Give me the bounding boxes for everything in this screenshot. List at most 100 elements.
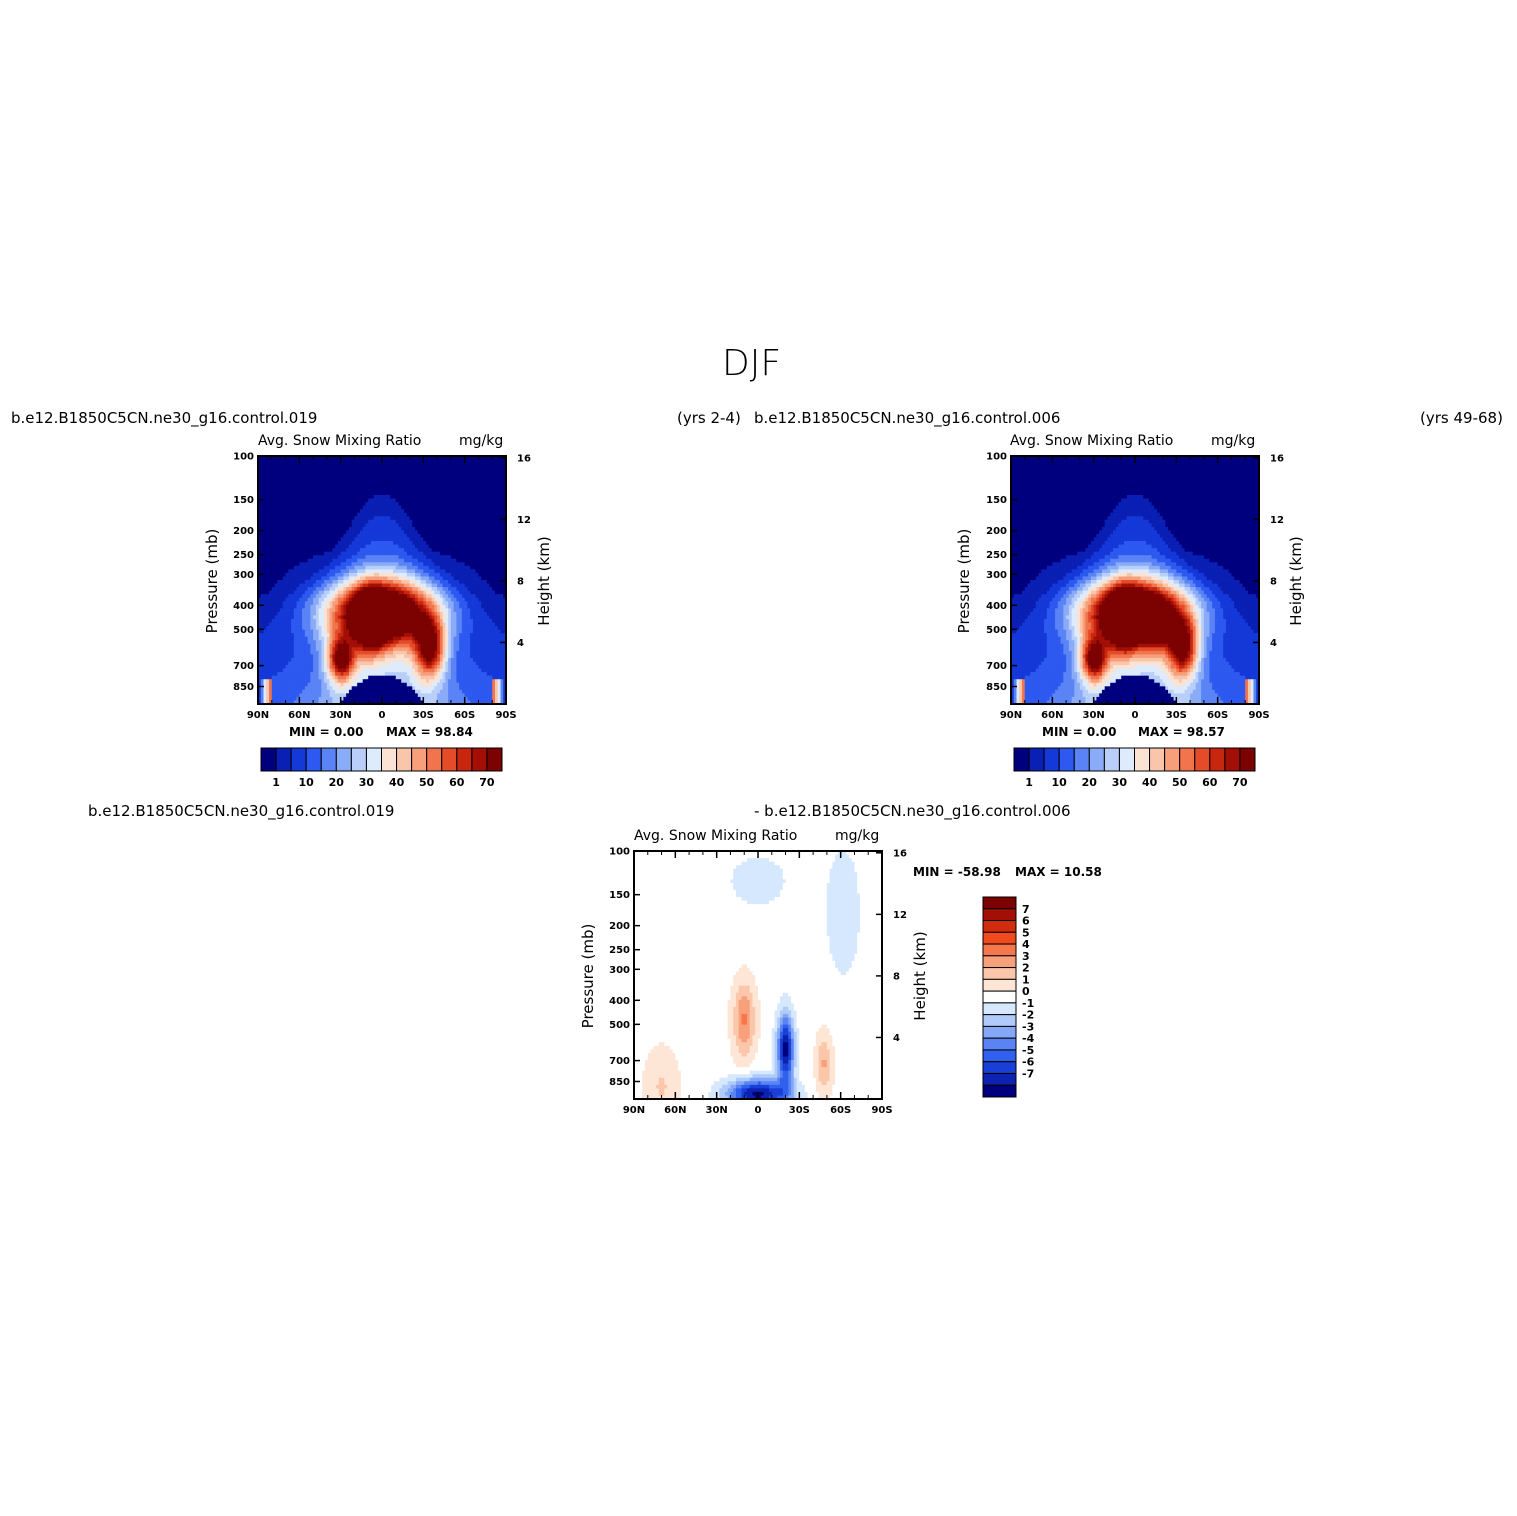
panel1-colorbar-box bbox=[320, 747, 337, 772]
panel2-y2tick-label: 12 bbox=[1270, 515, 1284, 526]
panel2-xtick-label: 30S bbox=[1166, 710, 1187, 721]
panel2-colorbar-box bbox=[1118, 747, 1135, 772]
panel3-colorbar-box bbox=[982, 1025, 1017, 1039]
panel3-colorbar-box bbox=[982, 1049, 1017, 1063]
panel3-colorbar-label: -4 bbox=[1022, 1032, 1035, 1045]
panel2-colorbar-box bbox=[1013, 747, 1030, 772]
panel3-colorbar-box bbox=[982, 1014, 1017, 1027]
panel1-colorbar-label: 30 bbox=[359, 776, 375, 789]
panel3-y2label: Height (km) bbox=[911, 931, 929, 1021]
panel1-ytick-label: 200 bbox=[233, 526, 254, 537]
panel3-colorbar-box bbox=[982, 1084, 1017, 1098]
panel1-ytick-label: 850 bbox=[233, 682, 254, 693]
panel1-y2tick-label: 4 bbox=[517, 638, 524, 649]
panel1-ytick-label: 300 bbox=[233, 570, 254, 581]
panel3-colorbar-label: -1 bbox=[1022, 997, 1034, 1010]
panel1-y2tick-label: 16 bbox=[517, 453, 531, 464]
panel1-max-text: MAX = 98.84 bbox=[386, 725, 473, 739]
panel3-y2tick-label: 8 bbox=[893, 971, 900, 982]
panel2-colorbar-box bbox=[1149, 747, 1166, 772]
panel2-max-text: MAX = 98.57 bbox=[1138, 725, 1225, 739]
panel1-colorbar-label: 20 bbox=[329, 776, 345, 789]
heatmap-cells bbox=[258, 456, 507, 705]
panel2-y2tick-label: 8 bbox=[1270, 576, 1277, 587]
panel2-colorbar-label: 60 bbox=[1202, 776, 1218, 789]
panel1-right-title: mg/kg bbox=[459, 433, 504, 449]
panel2-xtick-label: 30N bbox=[1083, 710, 1105, 721]
panel2-case-name: b.e12.B1850C5CN.ne30_g16.control.006 bbox=[754, 409, 1061, 427]
panel3-colorbar-label: 3 bbox=[1022, 950, 1030, 963]
panel3-colorbar-box bbox=[982, 908, 1017, 922]
panel1-colorbar-box bbox=[471, 747, 488, 772]
panel2-xtick-label: 90S bbox=[1248, 710, 1269, 721]
panel1-ytick-label: 400 bbox=[233, 601, 254, 612]
panel3-colorbar-label: 0 bbox=[1022, 985, 1030, 998]
panel2-colorbar-label: 20 bbox=[1082, 776, 1098, 789]
panel2-xtick-label: 60N bbox=[1041, 710, 1063, 721]
panel2-ytick-label: 100 bbox=[986, 452, 1007, 463]
panel1-xtick-label: 90N bbox=[247, 710, 269, 721]
panel3-min-text: MIN = -58.98 bbox=[913, 865, 1001, 879]
panel2-ytick-label: 300 bbox=[986, 570, 1007, 581]
panel2-ylabel: Pressure (mb) bbox=[955, 528, 973, 634]
panel2-xtick-label: 90N bbox=[1000, 710, 1022, 721]
panel2-ytick-label: 850 bbox=[986, 682, 1007, 693]
panel2-colorbar-box bbox=[1028, 747, 1045, 772]
panel3-colorbar-box bbox=[982, 896, 1017, 910]
panel1-colorbar-box bbox=[411, 747, 428, 772]
panel3-xtick-label: 30S bbox=[789, 1105, 810, 1116]
panel1-colorbar-box bbox=[441, 747, 458, 772]
panel2-ytick-label: 150 bbox=[986, 495, 1007, 506]
panel2-colorbar-box bbox=[1088, 747, 1105, 772]
panel3-max-text: MAX = 10.58 bbox=[1015, 865, 1102, 879]
panel3-ytick-label: 100 bbox=[609, 847, 630, 858]
heatmap-cells bbox=[634, 851, 883, 1100]
panel3-colorbar-label: -3 bbox=[1022, 1020, 1034, 1033]
panel3-case-name-2: - b.e12.B1850C5CN.ne30_g16.control.006 bbox=[754, 802, 1071, 820]
panel3-colorbar-box bbox=[982, 920, 1017, 933]
panel2-colorbar-box bbox=[1194, 747, 1211, 772]
panel2-ytick-label: 500 bbox=[986, 625, 1007, 636]
panel3-colorbar-label: 4 bbox=[1022, 938, 1030, 951]
panel2-ytick-label: 400 bbox=[986, 601, 1007, 612]
panel2-ytick-label: 250 bbox=[986, 550, 1007, 561]
panel2-y2tick-label: 4 bbox=[1270, 638, 1277, 649]
panel1-xtick-label: 30N bbox=[330, 710, 352, 721]
panel1-colorbar-box bbox=[260, 747, 277, 772]
panel2-min-text: MIN = 0.00 bbox=[1042, 725, 1117, 739]
panel3-plot-frame bbox=[633, 850, 883, 1100]
panel3-y2tick-label: 12 bbox=[893, 910, 907, 921]
panel3-ytick-label: 850 bbox=[609, 1077, 630, 1088]
panel2-y2tick-label: 16 bbox=[1270, 453, 1284, 464]
panel3-ytick-label: 300 bbox=[609, 965, 630, 976]
panel1-y2tick-label: 8 bbox=[517, 576, 524, 587]
panel3-ytick-label: 500 bbox=[609, 1020, 630, 1031]
panel3-colorbar-label: 7 bbox=[1022, 903, 1030, 916]
panel1-colorbar-box bbox=[275, 747, 292, 772]
panel3-colorbar-box bbox=[982, 955, 1017, 969]
panel1-xtick-label: 90S bbox=[495, 710, 516, 721]
panel2-colorbar-box bbox=[1209, 747, 1226, 772]
panel1-colorbar-label: 10 bbox=[299, 776, 315, 789]
panel3-ylabel: Pressure (mb) bbox=[579, 923, 597, 1029]
panel3-ytick-label: 200 bbox=[609, 921, 630, 932]
panel3-colorbar-box bbox=[982, 990, 1017, 1004]
panel2-plot-frame bbox=[1010, 455, 1260, 705]
panel3-colorbar-box bbox=[982, 1072, 1017, 1086]
panel3-colorbar-label: -5 bbox=[1022, 1044, 1034, 1057]
panel1-ytick-label: 700 bbox=[233, 661, 254, 672]
panel2-right-title: mg/kg bbox=[1211, 433, 1256, 449]
panel2-ytick-label: 200 bbox=[986, 526, 1007, 537]
panel1-colorbar-label: 50 bbox=[419, 776, 435, 789]
panel2-colorbar-box bbox=[1164, 747, 1181, 772]
panel2-ytick-label: 700 bbox=[986, 661, 1007, 672]
panel2-colorbar-box bbox=[1224, 747, 1241, 772]
panel3-right-title: mg/kg bbox=[835, 828, 880, 844]
panel3-y2tick-label: 16 bbox=[893, 848, 907, 859]
figure-title: DJF bbox=[722, 343, 782, 384]
panel3-xtick-label: 90N bbox=[623, 1105, 645, 1116]
panel3-ytick-label: 150 bbox=[609, 890, 630, 901]
panel1-colorbar-box bbox=[456, 747, 473, 772]
